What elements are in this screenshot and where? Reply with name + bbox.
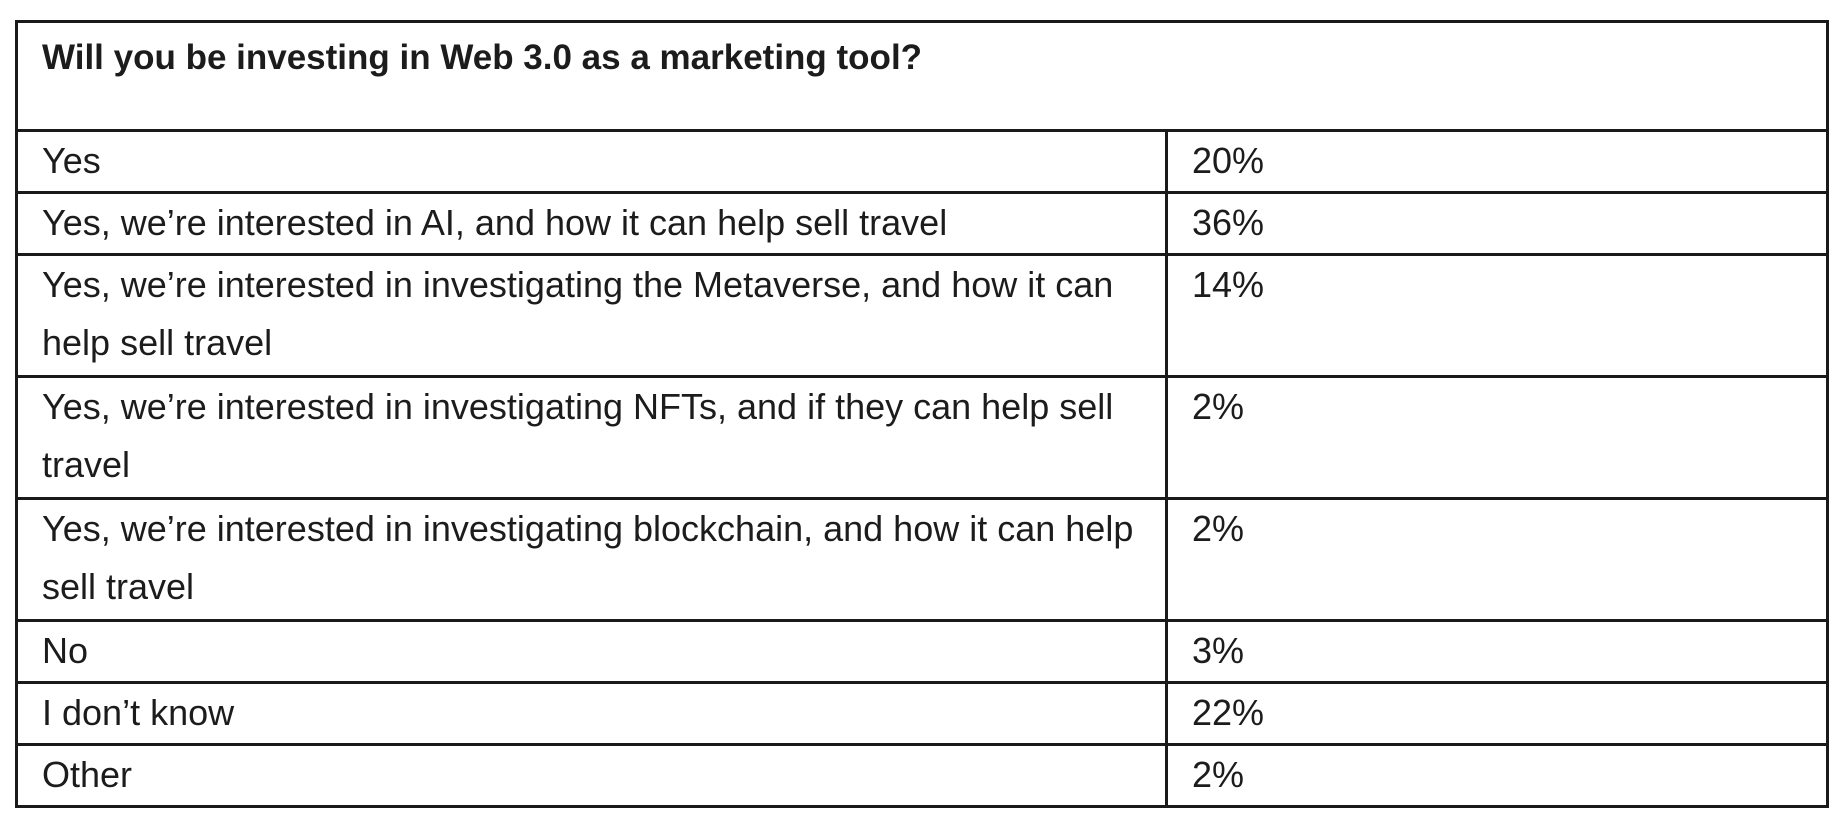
percent-cell: 22% xyxy=(1164,681,1830,746)
table-row: Yes, we’re interested in investigating t… xyxy=(15,253,1830,378)
table-row: Yes, we’re interested in investigating b… xyxy=(15,497,1830,622)
answer-cell: Yes, we’re interested in investigating b… xyxy=(15,497,1168,622)
question-title: Will you be investing in Web 3.0 as a ma… xyxy=(14,20,1830,132)
percent-cell: 2% xyxy=(1164,375,1830,500)
table-row: I don’t know 22% xyxy=(15,681,1830,746)
percent-cell: 14% xyxy=(1164,253,1830,378)
answer-cell: Other xyxy=(15,743,1168,808)
table-row: No 3% xyxy=(15,619,1830,684)
table-row: Yes 20% xyxy=(15,129,1830,194)
answer-cell: Yes, we’re interested in AI, and how it … xyxy=(15,191,1168,256)
table-row: Yes, we’re interested in AI, and how it … xyxy=(15,191,1830,256)
percent-cell: 3% xyxy=(1164,619,1830,684)
percent-cell: 36% xyxy=(1164,191,1830,256)
percent-cell: 2% xyxy=(1164,497,1830,622)
percent-cell: 2% xyxy=(1164,743,1830,808)
percent-cell: 20% xyxy=(1164,129,1830,194)
answer-cell: Yes, we’re interested in investigating N… xyxy=(15,375,1168,500)
answer-cell: Yes xyxy=(15,129,1168,194)
question-row: Will you be investing in Web 3.0 as a ma… xyxy=(14,20,1830,132)
answer-cell: Yes, we’re interested in investigating t… xyxy=(15,253,1168,378)
table-row: Other 2% xyxy=(15,743,1830,808)
survey-results-table: Will you be investing in Web 3.0 as a ma… xyxy=(14,20,1830,808)
table-row: Yes, we’re interested in investigating N… xyxy=(15,375,1830,500)
answer-cell: I don’t know xyxy=(15,681,1168,746)
answer-cell: No xyxy=(15,619,1168,684)
